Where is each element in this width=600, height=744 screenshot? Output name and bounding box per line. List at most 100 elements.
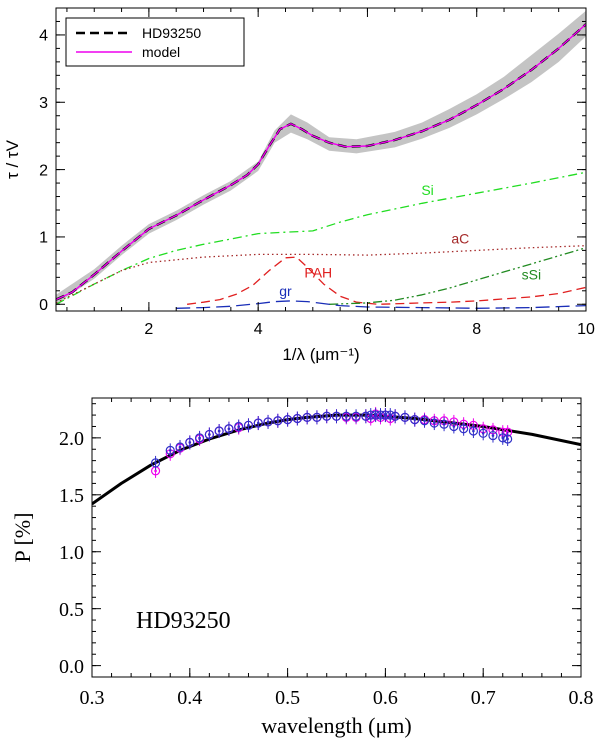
point-blue [165,445,175,455]
series-line-ssi [329,247,586,305]
point-blue [243,420,254,430]
point-center-blue [237,425,240,428]
plot-area [92,406,581,506]
point-center-magenta [154,469,157,473]
point-center-blue [227,427,231,431]
x-tick-label: 6 [363,321,372,338]
point-blue [322,411,332,421]
point-center-blue [452,425,456,428]
x-tick-label: 0.5 [275,687,300,709]
x-tick-label: 0.7 [471,687,496,709]
point-center-blue [462,427,465,431]
point-blue [429,418,439,428]
point-blue [449,421,459,432]
point-center-blue [188,441,192,444]
point-center-blue [256,421,260,425]
series-line-pah [187,256,586,305]
x-tick-label: 0.8 [569,687,594,709]
point-blue [410,415,420,425]
legend-box [65,17,245,67]
point-center-blue [296,417,299,420]
y-tick-label: 0.0 [59,656,84,678]
point-blue [439,419,449,429]
point-blue [488,430,498,441]
y-tick-label: 0 [39,297,48,314]
point-blue [503,434,513,444]
y-tick-label: 3 [39,95,48,112]
series-line-ac [56,245,586,304]
point-center-blue [266,420,270,424]
plot-frame [91,397,582,678]
series-label-gr: gr [279,283,292,299]
point-center-blue [315,416,319,419]
y-tick-label: 1.5 [59,485,84,507]
point-center-blue [442,422,446,426]
point-center-blue [217,429,221,433]
point-blue [253,418,263,428]
series-label-ssi: sSi [522,266,541,282]
point-blue [400,412,410,422]
point-blue [234,421,244,432]
x-tick-label: 8 [472,321,481,338]
x-axis-label: 1/λ (μm⁻¹) [282,345,359,364]
point-blue [361,411,371,421]
point-center-blue [433,421,436,425]
point-center-blue [393,414,397,418]
series-label-pah: PAH [304,264,332,280]
point-center-blue [344,414,348,418]
point-blue [214,426,224,436]
y-tick-label: 4 [39,28,48,45]
point-center-blue [198,436,201,440]
extinction-panel: Si aC PAH sSi gr 2 4 6 8 10 0 1 2 3 4 1/λ (μm⁻¹) τ / τV H… [3,7,595,364]
point-center-blue [354,414,358,418]
point-blue [331,411,342,421]
point-center-blue [481,432,485,435]
point-blue [419,416,430,426]
point-blue [312,412,322,422]
point-center-blue [276,419,280,423]
x-tick-label: 10 [577,321,595,338]
legend-label-hd93250: HD93250 [142,25,201,41]
point-center-blue [491,434,495,437]
series-label-si: Si [421,182,433,198]
legend: HD93250 model [65,17,245,67]
point-center-blue [247,424,250,427]
point-blue [498,433,508,443]
point-blue [302,412,312,422]
x-tick-label: 0.3 [80,687,105,709]
plot-area [56,10,586,309]
series-label-ac: aC [451,231,469,247]
point-center-blue [154,461,157,465]
legend-label-model: model [142,44,180,60]
point-blue [204,429,214,440]
point-blue [273,416,283,426]
point-blue [468,426,479,436]
point-blue [224,424,234,434]
point-blue [263,417,273,427]
series-line-gr [176,300,586,309]
point-center-blue [472,429,475,433]
point-blue [390,411,400,421]
x-axis-label: wavelength (μm) [261,713,411,738]
x-tick-label: 0.4 [177,687,202,709]
point-blue [341,411,351,421]
annotation-label: HD93250 [136,608,231,634]
point-center-blue [506,437,509,441]
y-axis-label: P [%] [10,513,35,563]
y-tick-label: 1 [39,230,48,247]
point-blue [385,410,395,420]
point-center-blue [413,418,417,421]
x-tick-label: 2 [144,321,153,338]
point-center-blue [335,414,338,418]
point-blue [185,437,195,448]
x-tick-label: 4 [254,321,263,338]
y-tick-label: 1.0 [59,542,84,564]
plot-frame [55,7,587,312]
point-center-blue [325,414,329,418]
y-axis-label: τ / τV [3,139,22,179]
y-tick-label: 2.0 [59,428,84,450]
point-center-blue [305,416,309,419]
y-tick-label: 2 [39,162,48,179]
x-tick-label: 0.6 [373,687,398,709]
